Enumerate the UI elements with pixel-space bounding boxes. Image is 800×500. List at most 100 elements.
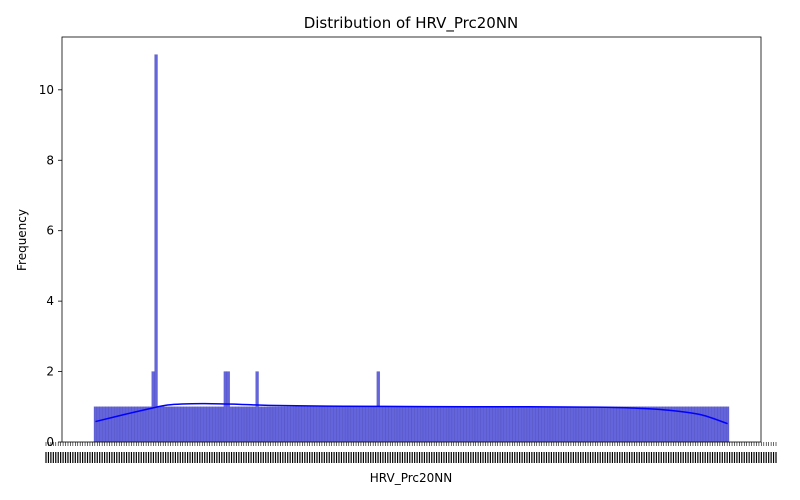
x-tick-label-mark	[602, 452, 604, 463]
x-tick-label-mark	[514, 452, 516, 463]
histogram-bars	[93, 54, 730, 443]
x-tick-label-mark	[541, 452, 543, 463]
x-tick-label-mark	[648, 452, 650, 463]
x-tick-label-mark	[289, 452, 291, 463]
histogram-bar	[209, 406, 213, 443]
plot-frame	[61, 36, 762, 443]
x-tick-label-mark	[453, 452, 455, 463]
histogram-bar	[607, 406, 611, 443]
x-tick-label-mark	[741, 452, 743, 463]
x-tick-label-mark	[707, 452, 709, 463]
histogram-bar	[238, 406, 242, 443]
x-tick-label-mark	[204, 452, 206, 463]
x-tick-label-mark	[665, 452, 667, 463]
x-tick-label-mark	[252, 452, 255, 463]
x-tick-label-mark	[284, 452, 286, 463]
y-tick-label: 2	[46, 365, 54, 379]
x-tick-label-mark	[318, 452, 321, 463]
histogram-bar	[261, 406, 265, 443]
histogram-bar	[489, 406, 493, 443]
histogram-bar	[111, 406, 115, 443]
x-tick-label-mark	[267, 452, 269, 463]
x-tick-label-mark	[743, 452, 745, 463]
x-tick-label-mark	[179, 452, 181, 463]
x-tick-label-mark	[82, 452, 84, 463]
histogram-bar	[601, 406, 606, 443]
x-tick-label-mark	[721, 452, 723, 463]
histogram-bar	[457, 406, 461, 443]
histogram-bar	[122, 406, 126, 443]
histogram-bar	[578, 406, 582, 443]
x-tick-label-mark	[729, 452, 731, 463]
histogram-bar	[526, 406, 530, 443]
x-tick-label-mark	[377, 452, 379, 463]
histogram-bar	[702, 406, 707, 443]
x-tick-label-mark	[641, 452, 643, 463]
histogram-bar	[301, 406, 305, 443]
x-tick-label-mark	[323, 452, 325, 463]
x-tick-label-mark	[123, 452, 125, 463]
x-tick-label-mark	[226, 452, 228, 463]
x-tick-label-mark	[84, 452, 86, 463]
histogram-bar	[639, 406, 643, 443]
histogram-bar	[241, 406, 245, 443]
histogram-bar	[448, 406, 453, 443]
x-tick-label-mark	[409, 452, 411, 463]
x-tick-label-mark	[570, 452, 572, 463]
histogram-bar	[422, 406, 427, 443]
x-tick-label-mark	[433, 452, 435, 463]
x-tick-label-mark	[155, 452, 157, 463]
histogram-bar	[157, 406, 161, 443]
x-tick-label-mark	[423, 452, 426, 463]
x-tick-label-mark	[138, 452, 140, 463]
histogram-bar	[402, 406, 406, 443]
x-tick-label-mark	[248, 452, 250, 463]
x-tick-label-mark	[211, 452, 213, 463]
x-tick-label-mark	[545, 452, 548, 463]
histogram-bar	[229, 406, 233, 443]
x-tick-label-mark	[162, 452, 164, 463]
x-tick-label-mark	[165, 452, 167, 463]
x-tick-label-mark	[587, 452, 589, 463]
x-tick-label-mark	[128, 452, 130, 463]
x-tick-label-mark	[533, 452, 535, 463]
histogram-bar	[428, 406, 432, 443]
histogram-bar	[278, 406, 282, 443]
histogram-bar	[151, 371, 155, 443]
histogram-bar	[414, 406, 418, 443]
histogram-bar	[665, 406, 669, 443]
histogram-bar	[662, 406, 666, 443]
x-tick-label-mark	[223, 452, 225, 463]
x-tick-label-mark	[113, 452, 115, 463]
histogram-bar	[327, 406, 331, 443]
histogram-bar	[564, 406, 568, 443]
x-tick-label-mark	[724, 452, 726, 463]
x-tick-label-mark	[387, 452, 389, 463]
x-tick-label-mark	[321, 452, 323, 463]
x-tick-label-mark	[443, 452, 445, 463]
x-tick-label-mark	[313, 452, 316, 463]
histogram-bar	[477, 406, 481, 443]
x-tick-label-mark	[357, 452, 360, 463]
x-tick-label-mark	[716, 452, 718, 463]
x-tick-label-mark	[677, 452, 679, 463]
x-tick-label-mark	[304, 452, 306, 463]
x-tick-label-mark	[372, 452, 374, 463]
x-tick-label-mark	[414, 452, 416, 463]
histogram-bar	[359, 406, 363, 443]
histogram-bar	[523, 406, 528, 443]
x-tick-label-mark	[272, 452, 274, 463]
x-tick-label-mark	[719, 452, 721, 463]
y-tick-label: 6	[46, 224, 54, 238]
x-tick-label-mark	[367, 452, 369, 463]
x-tick-label-mark	[523, 452, 526, 463]
histogram-bar	[362, 406, 366, 443]
histogram-bar	[532, 406, 536, 443]
histogram-bar	[370, 406, 375, 443]
x-tick-label-mark	[697, 452, 699, 463]
histogram-bar	[434, 406, 438, 443]
x-tick-label-mark	[94, 452, 96, 463]
x-tick-label-mark	[218, 452, 220, 463]
x-tick-label-mark	[699, 452, 701, 463]
x-tick-label-mark	[436, 452, 438, 463]
